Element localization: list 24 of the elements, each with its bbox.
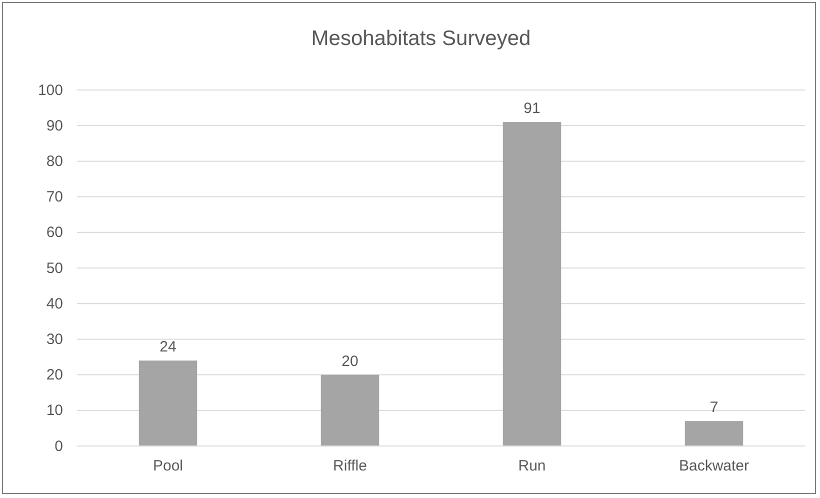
x-tick-label: Riffle	[333, 458, 367, 475]
y-tick-label: 90	[46, 117, 63, 134]
data-label: 91	[524, 100, 540, 118]
x-tick-label: Pool	[152, 458, 184, 475]
bar	[320, 374, 380, 446]
x-tick-label: Backwater	[678, 458, 750, 475]
chart-title: Mesohabitats Surveyed	[311, 27, 531, 50]
y-tick-label: 70	[46, 188, 63, 206]
data-label: 7	[710, 399, 718, 416]
bar	[138, 360, 198, 446]
y-tick-label: 30	[46, 331, 63, 348]
y-tick-label: 10	[46, 402, 63, 420]
y-tick-label: 0	[54, 438, 63, 455]
x-tick-label: Run	[518, 458, 546, 475]
y-tick-label: 40	[46, 295, 63, 312]
bar	[684, 421, 744, 446]
data-label: 20	[342, 352, 358, 370]
data-label: 24	[160, 338, 176, 356]
y-tick-label: 80	[46, 153, 63, 170]
y-tick-label: 20	[46, 366, 63, 384]
y-tick-label: 100	[38, 82, 63, 99]
bar	[502, 122, 562, 446]
y-tick-label: 60	[46, 224, 63, 242]
y-tick-label: 50	[46, 260, 63, 277]
